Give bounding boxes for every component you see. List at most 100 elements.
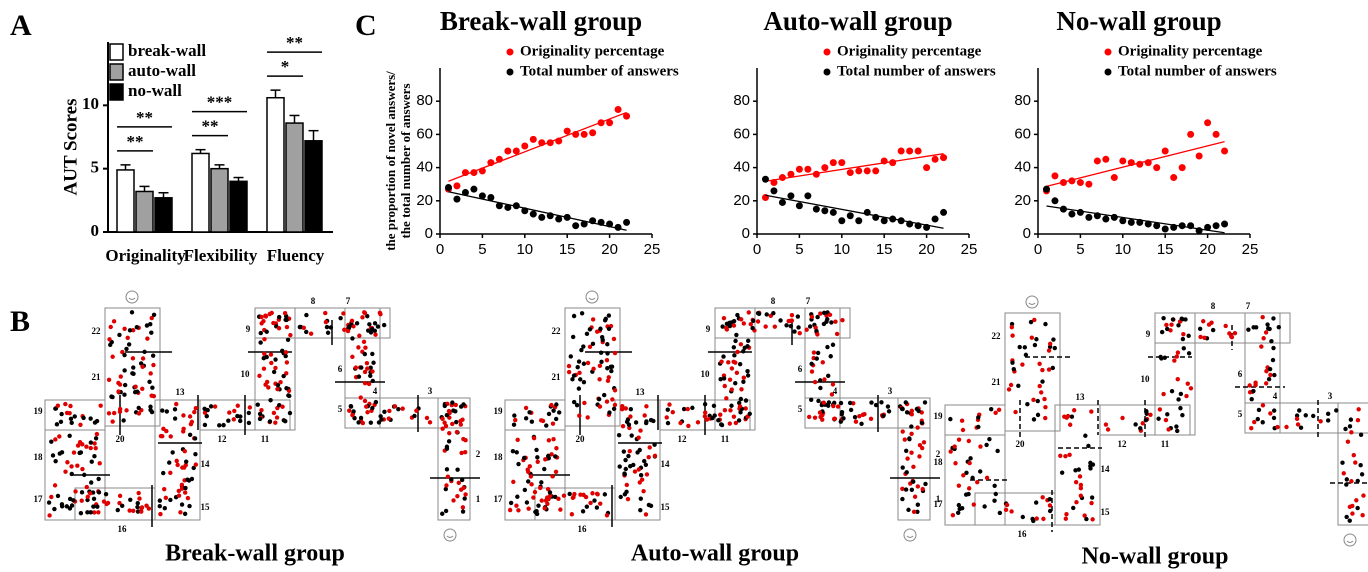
answer-dot [796,325,801,330]
answer-dot [179,502,185,507]
answer-dot [915,502,921,507]
data-point [838,159,846,167]
answer-dot [1229,334,1234,339]
answer-dot [734,332,739,338]
answer-dot [604,399,610,404]
answer-dot [538,485,543,491]
answer-dot [455,493,460,499]
answer-dot [277,314,282,320]
answer-dot [461,402,466,407]
answer-dot [370,405,375,411]
answer-dot [516,461,521,467]
answer-dot [108,324,113,330]
answer-dot [731,323,737,328]
answer-dot [621,449,627,454]
answer-dot [830,342,836,347]
answer-dot [84,444,89,449]
data-point [931,215,939,223]
answer-dot [275,382,281,388]
answer-dot [187,503,192,509]
maze-room [254,307,391,339]
answer-dot [788,323,794,329]
room-number: 22 [92,326,102,336]
answer-dot [122,368,127,373]
answer-dot [915,509,920,515]
room-number: 19 [34,406,44,416]
y-tick-label: 40 [733,159,750,176]
answer-dot [533,509,538,515]
answer-dot [87,491,93,496]
answer-dot [144,503,149,508]
answer-dot [960,427,966,433]
answer-dot [371,360,376,365]
answer-dot [1037,383,1042,389]
room-number: 13 [176,387,186,397]
answer-dot [463,492,468,497]
answer-dot [350,354,355,360]
answer-dot [1089,500,1094,506]
answer-dot [424,415,430,421]
answer-dot [599,359,604,365]
answer-dot [832,416,838,421]
answer-dot [605,351,610,356]
answer-dot [551,408,556,413]
answer-dot [900,429,905,434]
answer-dot [904,410,910,415]
answer-dot [727,320,732,326]
answer-dot [135,504,140,510]
answer-dot [596,396,602,402]
smiley-mouth [446,535,454,538]
answer-dot [1265,322,1270,327]
answer-dot [993,491,998,497]
answer-dot [1035,398,1040,404]
answer-dot [570,495,576,501]
data-point [589,217,597,225]
answer-dot [812,415,818,420]
answer-dot [591,366,596,372]
answer-dot [301,325,306,331]
x-tick-label: 15 [559,241,576,258]
answer-dot [702,414,708,419]
answer-dot [370,378,375,384]
room-number: 7 [806,296,811,306]
chart-title: No-wall group [1056,6,1221,36]
answer-dot [226,418,231,423]
answer-dot [900,496,905,502]
y-tick-label: 20 [1014,192,1031,209]
answer-dot [1031,397,1036,403]
data-point [1153,164,1161,172]
data-point [453,182,461,190]
answer-dot [1183,317,1188,322]
trend-line [1046,140,1225,187]
room-number: 20 [576,434,586,444]
bar [135,190,154,233]
room-number: 4 [373,386,378,396]
answer-dot [1355,505,1360,511]
data-point [572,222,580,230]
answer-dot [984,475,990,481]
answer-dot [1360,512,1365,518]
data-point [931,155,939,163]
y-tick-label: 40 [1014,159,1031,176]
maze-room [714,307,851,339]
data-point [1170,174,1178,182]
answer-dot [1341,471,1346,476]
answer-dot [53,458,58,464]
answer-dot [1347,518,1352,523]
answer-dot [702,401,708,407]
data-point [880,217,888,225]
answer-dot [602,492,608,497]
answer-dot [873,402,879,408]
answer-dot [848,407,854,413]
answer-dot [1140,421,1145,426]
data-point [812,170,820,178]
answer-dot [1088,460,1093,466]
answer-dot [641,488,646,494]
room-number: 15 [201,502,211,512]
answer-dot [282,311,288,316]
answer-dot [273,365,278,371]
answer-dot [1035,412,1041,418]
answer-dot [1013,409,1018,415]
answer-dot [1017,344,1022,350]
answer-dot [172,407,178,412]
